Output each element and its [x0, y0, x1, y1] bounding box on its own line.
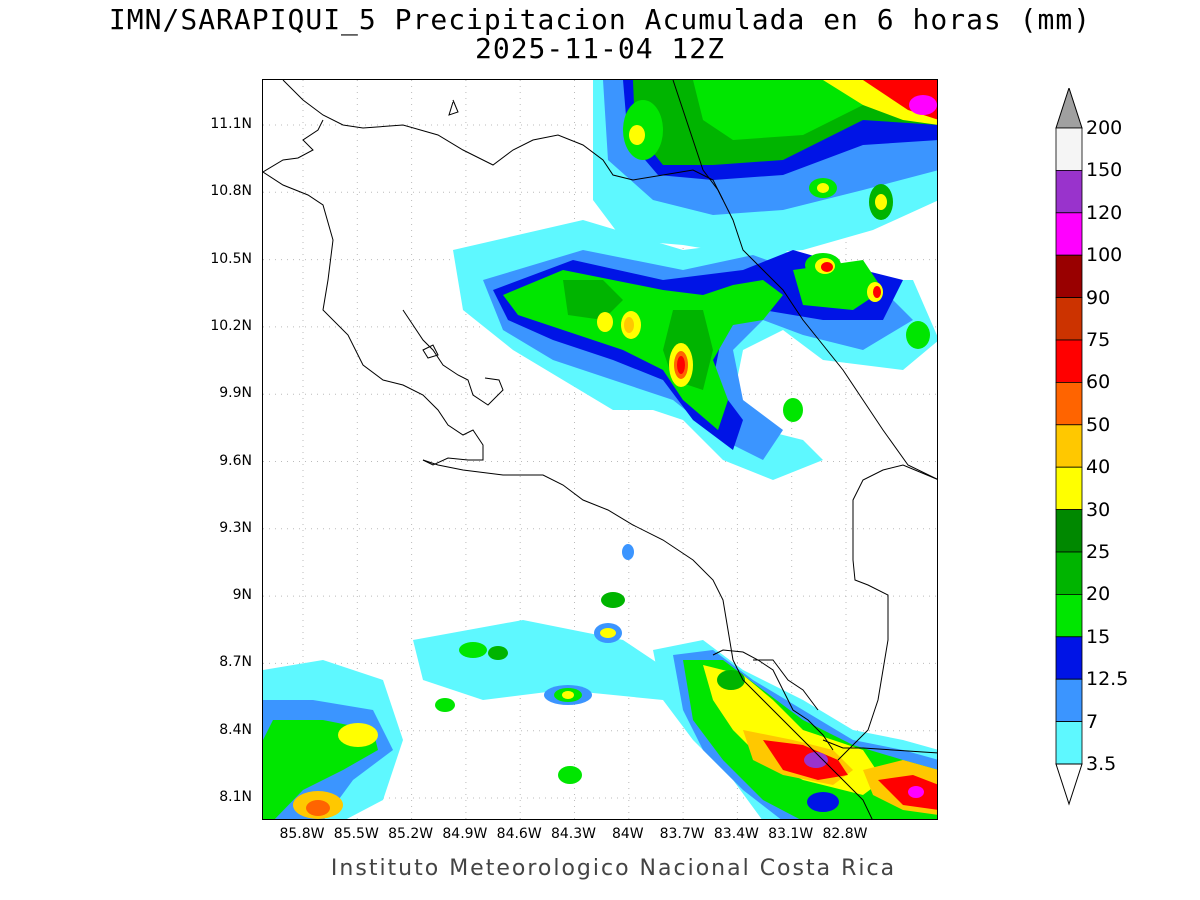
precip-south [263, 544, 937, 819]
legend-level-label: 25 [1086, 541, 1111, 563]
lon-tick-label: 84.3W [550, 826, 596, 842]
legend-swatch [1055, 551, 1083, 595]
lon-tick-label: 83.4W [713, 826, 759, 842]
lat-tick-label: 9.3N [219, 519, 252, 536]
legend-level-label: 12.5 [1086, 668, 1129, 691]
coastlines [263, 80, 937, 819]
lat-tick-label: 8.7N [219, 654, 252, 671]
legend-level-label: 60 [1086, 371, 1111, 394]
legend-level-label: 100 [1086, 244, 1123, 267]
legend-swatch [1055, 127, 1083, 171]
legend-level-label: 90 [1086, 286, 1111, 309]
legend-level-label: 200 [1086, 117, 1123, 139]
chart-subtitle: 2025-11-04 12Z [474, 32, 725, 65]
legend-swatch [1055, 466, 1083, 511]
legend-swatch [1055, 721, 1083, 765]
precip-central [453, 178, 937, 480]
legend-swatch [1055, 170, 1083, 214]
lon-tick-label: 85.2W [388, 826, 434, 842]
lat-tick-label: 11.1N [210, 116, 252, 132]
precipitation-map [262, 79, 938, 820]
legend-swatch [1055, 212, 1083, 256]
lon-tick-label: 84.9W [442, 826, 488, 842]
lat-tick-label: 10.8N [210, 183, 252, 200]
legend-level-label: 3.5 [1086, 753, 1117, 775]
lat-tick-label: 9.6N [219, 452, 252, 469]
lat-tick-label: 10.2N [210, 317, 252, 334]
legend-level-label: 15 [1086, 625, 1111, 648]
legend-swatch [1055, 636, 1083, 680]
precip-north-band [593, 80, 937, 255]
map-canvas [263, 80, 937, 819]
color-legend [1055, 88, 1083, 806]
lon-tick-label: 83.1W [768, 826, 814, 842]
lon-tick-label: 83.7W [659, 826, 705, 842]
lat-tick-label: 9N [232, 587, 252, 604]
legend-level-label: 50 [1086, 413, 1111, 436]
legend-level-label: 7 [1086, 710, 1099, 733]
legend-swatch [1055, 678, 1083, 723]
lat-tick-label: 9.9N [219, 385, 252, 402]
legend-swatch [1055, 339, 1083, 383]
legend-level-label: 75 [1086, 329, 1111, 351]
legend-swatch [1055, 254, 1083, 298]
lat-tick-label: 8.1N [219, 789, 252, 805]
lon-tick-label: 84W [611, 826, 644, 842]
legend-overflow-arrow [1055, 88, 1083, 129]
legend-level-label: 20 [1086, 583, 1111, 606]
legend-level-label: 120 [1086, 201, 1123, 224]
chart-title: IMN/SARAPIQUI_5 Precipitacion Acumulada … [108, 3, 1092, 36]
legend-level-label: 150 [1086, 159, 1123, 182]
footer-credit: Instituto Meteorologico Nacional Costa R… [330, 856, 897, 881]
lon-tick-label: 85.5W [333, 826, 379, 842]
legend-swatch [1055, 509, 1083, 553]
lon-tick-label: 82.8W [822, 826, 868, 842]
lat-tick-label: 10.5N [210, 250, 252, 267]
legend-level-label: 40 [1086, 456, 1111, 479]
lon-tick-label: 84.6W [496, 826, 542, 842]
legend-level-label: 30 [1086, 498, 1111, 521]
lat-tick-label: 8.4N [219, 721, 252, 738]
lon-tick-label: 85.8W [279, 826, 325, 842]
legend-swatch [1055, 424, 1083, 468]
legend-swatch [1055, 381, 1083, 426]
legend-swatch [1055, 297, 1083, 341]
legend-underflow-arrow [1055, 763, 1083, 806]
legend-swatch [1055, 593, 1083, 638]
